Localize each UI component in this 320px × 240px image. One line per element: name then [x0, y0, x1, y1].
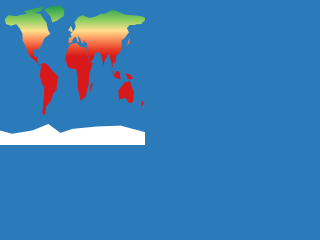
world-map — [0, 0, 145, 145]
new-zealand — [139, 99, 145, 110]
indonesia — [110, 68, 121, 80]
africa — [65, 42, 94, 101]
arctic-islands — [24, 6, 45, 15]
japan — [124, 37, 130, 48]
australia — [118, 80, 135, 104]
land — [0, 5, 145, 145]
page: (() => { const data = JSON.parse(documen… — [0, 0, 145, 145]
eurasia — [68, 9, 145, 72]
north-america — [4, 12, 51, 67]
ireland — [68, 28, 71, 31]
new-guinea — [125, 73, 133, 80]
antarctica — [0, 124, 145, 145]
south-america — [39, 62, 59, 115]
britain — [70, 25, 73, 33]
madagascar — [90, 82, 93, 93]
greenland — [44, 5, 65, 23]
